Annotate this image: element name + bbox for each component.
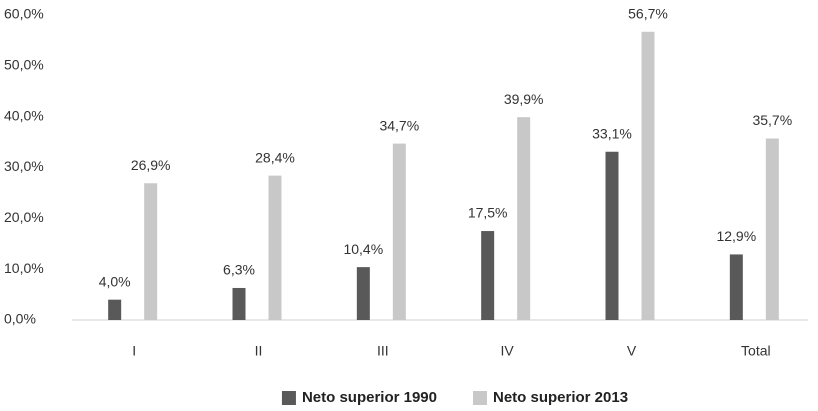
y-tick-label: 20,0% <box>4 209 44 225</box>
y-tick-label: 10,0% <box>4 260 44 276</box>
x-tick-label: Total <box>741 343 771 359</box>
value-label: 6,3% <box>223 262 255 278</box>
x-tick-label: I <box>132 343 136 359</box>
bar <box>641 31 655 321</box>
bar <box>605 151 619 320</box>
value-label: 33,1% <box>592 125 632 141</box>
value-label: 17,5% <box>468 205 508 221</box>
y-tick-label: 0,0% <box>4 311 36 327</box>
bar <box>268 175 282 320</box>
bar <box>108 299 122 320</box>
x-tick-label: IV <box>501 343 515 359</box>
y-tick-label: 60,0% <box>4 6 44 22</box>
bar <box>481 231 495 320</box>
value-label: 35,7% <box>752 112 792 128</box>
value-label: 26,9% <box>131 157 171 173</box>
legend-text: Neto superior 1990 <box>302 389 437 406</box>
y-tick-label: 50,0% <box>4 57 44 73</box>
value-label: 39,9% <box>504 91 544 107</box>
value-label: 12,9% <box>716 228 756 244</box>
value-label: 28,4% <box>255 149 295 165</box>
value-label: 34,7% <box>379 117 419 133</box>
value-label: 56,7% <box>628 5 668 21</box>
x-tick-label: III <box>377 343 389 359</box>
bar <box>765 138 779 320</box>
bar <box>392 143 406 320</box>
legend-swatch <box>281 391 296 405</box>
y-tick-label: 30,0% <box>4 158 44 174</box>
bar <box>144 183 158 320</box>
legend-text: Neto superior 2013 <box>493 389 628 406</box>
legend-swatch <box>473 391 487 405</box>
bar <box>356 267 370 320</box>
bar <box>517 117 531 320</box>
y-tick-label: 40,0% <box>4 107 44 123</box>
x-tick-label: II <box>255 343 263 359</box>
x-tick-label: V <box>627 343 637 359</box>
value-label: 10,4% <box>343 241 383 257</box>
value-label: 4,0% <box>99 273 131 289</box>
bar <box>232 287 246 320</box>
bar <box>729 254 743 320</box>
